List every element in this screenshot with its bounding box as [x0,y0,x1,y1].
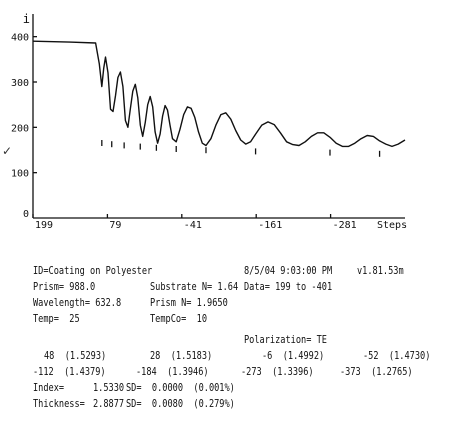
index-label: Index= [33,382,65,394]
y-tick-label-200: 200 [11,123,29,134]
datetime: 8/5/04 9:03:00 PM [244,265,333,277]
substrate-index: Substrate N= 1.64 [150,281,239,293]
y-tick-label-400: 400 [11,33,29,44]
mode-5: -112 (1.4379) [33,366,106,378]
thickness-label: Thickness= [33,398,85,410]
mode-2: 28 (1.5183) [150,350,213,362]
temperature: Temp= 25 [33,313,80,325]
x-axis-label: Steps [377,220,407,231]
data-range: Data= 199 to -401 [244,281,333,293]
y-axis-label: i [23,12,30,26]
x-tick-label-2: -41 [184,220,202,231]
axis-ticks [32,36,332,218]
y-tick-label-0: 0 [23,209,29,220]
series-line [32,40,406,148]
thickness-sd: SD= 0.0080 (0.279%) [126,398,235,410]
index-sd: SD= 0.0000 (0.001%) [126,382,235,394]
prism-value: Prism= 988.0 [33,281,96,293]
x-tick-label-3: -161 [258,220,282,231]
intensity-curve [32,40,406,148]
mode-4: -52 (1.4730) [363,350,431,362]
mode-7: -273 (1.3396) [241,366,314,378]
x-tick-label-1: 79 [109,220,121,231]
x-tick-label-0: 199 [35,220,53,231]
temp-coefficient: TempCo= 10 [150,313,208,325]
sample-id: ID=Coating on Polyester [33,265,153,277]
version: v1.81.53m [357,265,404,277]
x-tick-label-4: -281 [333,220,357,231]
prism-index: Prism N= 1.9650 [150,297,228,309]
polarization: Polarization= TE [244,334,327,346]
mode-8: -373 (1.2765) [340,366,413,378]
plot-axes [32,14,405,219]
dip-markers [101,140,381,157]
axis-labels: i 100 200 300 400 0 199 79 -41 -161 -281 Steps [11,12,407,231]
y-tick-label-100: 100 [11,169,29,180]
mode-1: 48 (1.5293) [44,350,107,362]
wavelength: Wavelength= 632.8 [33,297,122,309]
mode-6: -184 (1.3946) [136,366,209,378]
index-value: 1.5330 [93,382,125,394]
margin-check-mark: ✓ [2,144,13,158]
thickness-value: 2.8877 [93,398,125,410]
y-tick-label-300: 300 [11,78,29,89]
mode-3: -6 (1.4992) [262,350,325,362]
